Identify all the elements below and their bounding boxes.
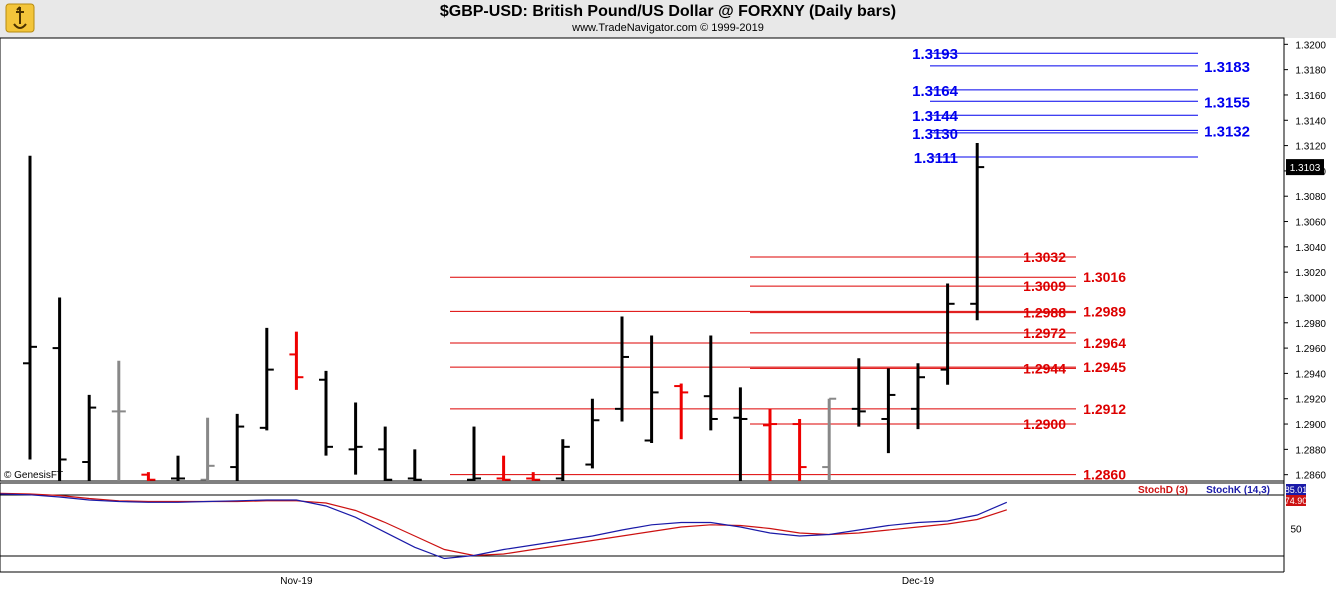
price-tick-label: 1.3180 [1295, 66, 1326, 77]
blue-level-label: 1.3144 [912, 108, 959, 125]
ohlc-bar [822, 397, 837, 481]
price-tick-label: 1.3000 [1295, 293, 1326, 304]
current-price-label: 1.3103 [1290, 163, 1321, 174]
red-level-label: 1.2912 [1083, 401, 1126, 417]
price-tick-label: 1.3160 [1295, 91, 1326, 102]
price-plot-area [0, 37, 1285, 482]
stoch-d-value: 74.90 [1285, 496, 1308, 506]
chart-title: $GBP-USD: British Pound/US Dollar @ FORX… [439, 3, 897, 20]
time-axis-label: Nov-19 [280, 576, 313, 587]
stoch-k-value: 85.01 [1285, 485, 1308, 495]
red-level-label: 1.2989 [1083, 303, 1126, 319]
price-tick-label: 1.2980 [1295, 319, 1326, 330]
ohlc-bar [674, 383, 689, 440]
price-tick-label: 1.3040 [1295, 243, 1326, 254]
ohlc-bar [792, 418, 807, 481]
ohlc-bar [52, 297, 67, 481]
blue-level-label: 1.3164 [912, 83, 959, 100]
stoch-k-line [0, 493, 1008, 560]
red-level-label: 1.2944 [1023, 360, 1066, 376]
red-level-label: 1.2900 [1023, 416, 1066, 432]
ohlc-bar [615, 316, 629, 422]
chart-header: $GBP-USD: British Pound/US Dollar @ FORX… [0, 0, 1336, 38]
red-level-label: 1.3009 [1023, 278, 1066, 294]
ohlc-bar [911, 363, 925, 430]
stoch-k-legend: StochK (14,3) [1206, 485, 1270, 496]
stoch-d-line [0, 492, 1007, 557]
price-tick-label: 1.3060 [1295, 218, 1326, 229]
blue-level-label: 1.3193 [912, 46, 958, 63]
price-tick-label: 1.3140 [1295, 116, 1326, 127]
red-level-label: 1.2964 [1083, 335, 1126, 351]
ohlc-bar [467, 426, 481, 481]
ohlc-bar [348, 402, 363, 475]
ohlc-bar [141, 472, 156, 481]
genesis-watermark: © GenesisFT [4, 470, 63, 481]
price-tick-label: 1.3120 [1295, 142, 1326, 153]
ohlc-bar [171, 455, 185, 481]
ohlc-bar [644, 335, 659, 444]
ohlc-bar [881, 368, 896, 454]
ohlc-bar [763, 408, 777, 481]
price-tick-label: 1.3020 [1295, 268, 1326, 279]
blue-level-label: 1.3132 [1204, 123, 1250, 140]
price-tick-label: 1.2940 [1295, 369, 1326, 380]
ohlc-bar [289, 331, 304, 390]
stoch-axis-tick: 50 [1290, 525, 1302, 536]
blue-level-label: 1.3183 [1204, 59, 1250, 76]
ohlc-bar [526, 472, 541, 481]
ohlc-bar [555, 439, 570, 481]
price-tick-label: 1.2860 [1295, 471, 1326, 482]
ohlc-bar [319, 370, 333, 456]
ohlc-bar [496, 455, 511, 481]
price-tick-label: 1.3080 [1295, 192, 1326, 203]
ohlc-bar [970, 143, 985, 321]
ohlc-bar [259, 327, 274, 431]
red-level-label: 1.3032 [1023, 249, 1066, 265]
ohlc-bar [407, 449, 422, 481]
ohlc-bar [851, 358, 866, 427]
stoch-d-legend: StochD (3) [1138, 485, 1188, 496]
trade-navigator-logo-icon [5, 3, 35, 33]
ohlc-bar [378, 426, 393, 481]
stoch-d-value-box [1286, 495, 1306, 506]
price-tick-label: 1.2920 [1295, 395, 1326, 406]
current-price-box [1286, 159, 1324, 176]
stoch-plot-area [0, 482, 1285, 573]
ohlc-bar [940, 283, 955, 385]
ohlc-bar [23, 155, 37, 460]
ohlc-bar [703, 335, 718, 431]
ohlc-bar [111, 360, 126, 481]
blue-level-label: 1.3111 [914, 150, 958, 167]
ohlc-bar [585, 398, 600, 469]
red-level-label: 1.2972 [1023, 325, 1066, 341]
chart-subtitle: www.TradeNavigator.com © 1999-2019 [572, 22, 764, 34]
price-tick-label: 1.2900 [1295, 420, 1326, 431]
red-level-label: 1.3016 [1083, 269, 1126, 285]
ohlc-bar [733, 387, 748, 481]
red-level-label: 1.2860 [1083, 467, 1126, 483]
price-tick-label: 1.2960 [1295, 344, 1326, 355]
ohlc-bar [230, 413, 245, 481]
blue-level-label: 1.3155 [1204, 94, 1250, 111]
stoch-k-value-box [1286, 484, 1306, 495]
red-level-label: 1.2988 [1023, 305, 1066, 321]
red-level-label: 1.2945 [1083, 359, 1126, 375]
blue-level-label: 1.3130 [912, 126, 958, 143]
price-tick-label: 1.3200 [1295, 40, 1326, 51]
ohlc-bar [82, 394, 97, 481]
time-axis-label: Dec-19 [902, 576, 935, 587]
price-tick-label: 1.2880 [1295, 445, 1326, 456]
ohlc-bar [200, 417, 215, 481]
